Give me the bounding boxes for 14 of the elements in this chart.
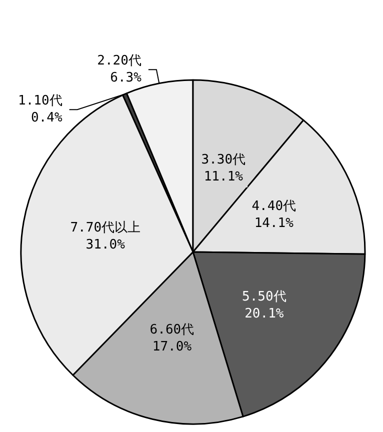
data-label: 11.1% xyxy=(204,169,244,184)
slice-label: 3.30代 xyxy=(201,152,246,168)
slice-label: 5.50代 xyxy=(242,289,286,304)
data-label: 14.1% xyxy=(254,216,294,231)
slice-label: 2.20代 xyxy=(97,54,142,69)
data-label: 17.0% xyxy=(152,339,192,354)
data-label: 0.4% xyxy=(31,110,62,126)
data-label: 31.0% xyxy=(86,237,126,252)
slice-label: 6.60代 xyxy=(150,322,194,338)
data-label: 6.3% xyxy=(110,70,142,86)
slice-label: 4.40代 xyxy=(252,198,296,214)
slice-label: 7.70代以上 xyxy=(70,220,141,236)
data-label: 20.1% xyxy=(244,306,284,322)
slice-label: 1.10代 xyxy=(18,94,62,109)
